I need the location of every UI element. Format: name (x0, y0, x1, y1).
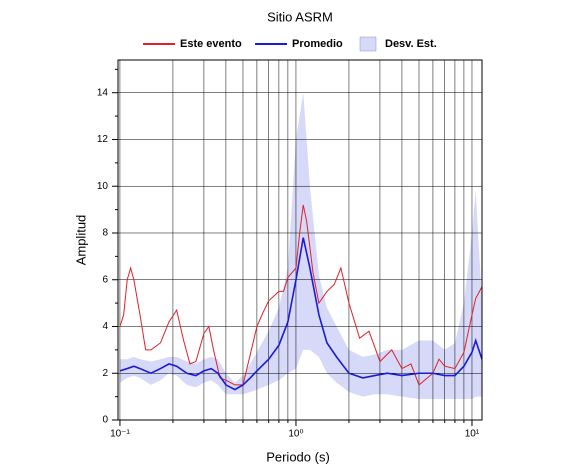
y-tick-label: 4 (102, 321, 108, 332)
y-tick-label: 8 (102, 228, 108, 239)
y-tick-label: 14 (97, 87, 109, 98)
series-line (119, 237, 483, 391)
legend-label: Desv. Est. (385, 38, 437, 50)
y-tick-label: 0 (102, 415, 108, 426)
x-axis-label: Periodo (s) (266, 449, 330, 464)
plot-frame (117, 59, 483, 421)
series-line (119, 204, 483, 386)
x-tick-label: 10⁻¹ (110, 429, 130, 440)
legend-label: Este evento (180, 38, 242, 50)
x-tick-label: 10⁰ (288, 429, 303, 440)
legend-swatch (359, 36, 377, 52)
y-tick-label: 10 (97, 181, 109, 192)
chart-title: Sitio ASRM (267, 9, 333, 24)
legend-label: Promedio (292, 38, 343, 50)
y-tick-label: 12 (97, 134, 109, 145)
x-tick-label: 10¹ (465, 429, 480, 440)
y-tick-label: 6 (102, 274, 108, 285)
y-axis-label: Amplitud (73, 215, 88, 266)
std-band (119, 92, 482, 399)
y-tick-label: 2 (102, 368, 108, 379)
